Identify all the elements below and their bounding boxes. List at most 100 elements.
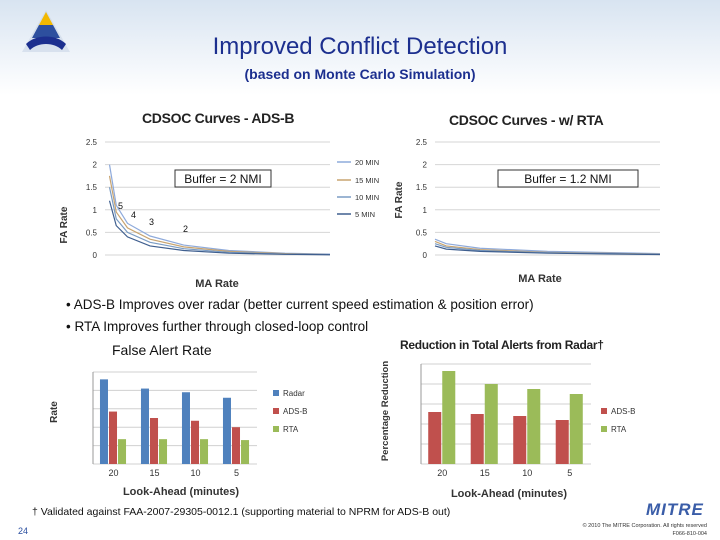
c4-legend-swatch xyxy=(601,426,607,432)
c3-category-label: 15 xyxy=(149,468,159,478)
c3-bar xyxy=(159,439,168,464)
c2-y-tick: 2.5 xyxy=(416,138,428,147)
chart1-legend-label: 20 MIN xyxy=(355,158,379,167)
chart1-series-lines xyxy=(108,164,331,256)
chart1-annotation-box xyxy=(174,169,272,188)
c2-y-tick: 2 xyxy=(423,161,428,170)
page-number: 24 xyxy=(18,526,29,536)
chart1-legend: 20 MIN 15 MIN 10 MIN 5 MIN xyxy=(337,158,379,219)
c2-y-tick: 1 xyxy=(423,206,428,215)
chart1-point-label: 2 xyxy=(183,224,188,234)
c4-bar xyxy=(527,389,541,464)
chart3-legend: Radar ADS-B RTA xyxy=(273,389,307,434)
faa-logo xyxy=(18,8,74,65)
c3-legend-label: Radar xyxy=(283,389,305,398)
c3-bar xyxy=(190,420,200,464)
c3-legend-label: ADS-B xyxy=(283,407,307,416)
c2-y-tick: 0 xyxy=(423,251,428,260)
chart3-false-alert-bars: 20 15 10 5 Radar ADS-B RTA Rate Look-Ahead (m… xyxy=(49,371,307,498)
c1-y-tick: 1 xyxy=(93,206,98,215)
c3-bar xyxy=(140,388,149,464)
c3-bar xyxy=(222,397,231,464)
c3-legend-swatch xyxy=(273,426,279,432)
chart1-point-label: 4 xyxy=(131,210,136,220)
c3-bar xyxy=(149,418,159,464)
chart2-title: CDSOC Curves - w/ RTA xyxy=(449,112,604,128)
c3-category-label: 5 xyxy=(234,468,239,478)
c4-bar xyxy=(484,384,498,464)
chart1-legend-label: 15 MIN xyxy=(355,176,379,185)
c3-bar xyxy=(200,439,209,464)
chart2-annotation: Buffer = 1.2 NMI xyxy=(524,172,612,186)
c1-series-line xyxy=(108,187,331,256)
c2-y-tick: 1.5 xyxy=(416,183,428,192)
chart1-point-label: 3 xyxy=(149,217,154,227)
bullet-2: • RTA Improves further through closed-lo… xyxy=(66,319,369,334)
copyright-block: © 2010 The MITRE Corporation. All rights… xyxy=(532,522,707,538)
chart2-cdsoc-rta: 0 0.5 1 1.5 2 2.5 FA Rate MA Rate Buffer = 1.… xyxy=(394,138,661,285)
c3-legend-swatch xyxy=(273,408,279,414)
c3-category-label: 20 xyxy=(108,468,118,478)
c2-series-line xyxy=(434,245,661,256)
c3-bar xyxy=(108,411,118,464)
c3-bar xyxy=(118,439,127,464)
footnote: † Validated against FAA-2007-29305-0012.… xyxy=(32,506,451,518)
c1-y-tick: 0 xyxy=(93,251,98,260)
c1-series-line xyxy=(108,200,331,256)
c1-y-tick: 0.5 xyxy=(86,228,98,237)
c3-legend-label: RTA xyxy=(283,425,299,434)
bullet-1: • ADS-B Improves over radar (better curr… xyxy=(66,297,534,312)
c4-category-label: 5 xyxy=(567,468,572,478)
chart1-legend-label: 5 MIN xyxy=(355,210,375,219)
chart4-category-labels: 20 15 10 5 xyxy=(437,468,572,478)
chart3-category-labels: 20 15 10 5 xyxy=(108,468,239,478)
chart1-cdsoc-adsb: 0 0.5 1 1.5 2 2.5 20 MIN 15 MIN 10 MIN 5 MIN 54 3… xyxy=(59,138,379,290)
c2-series-line xyxy=(434,238,661,255)
chart4-reduction-bars: 20 15 10 5 ADS-B RTA Percentage Reduction Lo… xyxy=(380,361,635,500)
chart1-point-label: 5 xyxy=(118,201,123,211)
document-code: F066-810-004 xyxy=(672,531,707,537)
chart1-point-labels: 54 3 2 xyxy=(118,201,188,234)
c4-bar xyxy=(428,412,442,464)
chart4-bars xyxy=(428,371,583,464)
c4-bar xyxy=(442,371,456,464)
chart2-x-label: MA Rate xyxy=(518,273,562,285)
c3-bar xyxy=(181,392,190,464)
c4-category-label: 20 xyxy=(437,468,447,478)
c3-bar xyxy=(241,440,250,464)
chart4-title: Reduction in Total Alerts from Radar† xyxy=(400,338,604,352)
c4-legend-swatch xyxy=(601,408,607,414)
chart3-y-label: Rate xyxy=(49,401,60,423)
header-band xyxy=(0,0,720,95)
slide-subtitle: (based on Monte Carlo Simulation) xyxy=(244,66,476,82)
c3-category-label: 10 xyxy=(190,468,200,478)
chart2-y-label: FA Rate xyxy=(394,181,405,218)
c4-legend-label: ADS-B xyxy=(611,407,635,416)
chart2-grid xyxy=(435,141,660,256)
chart1-title: CDSOC Curves - ADS-B xyxy=(142,110,295,126)
chart4-x-label: Look-Ahead (minutes) xyxy=(451,488,567,500)
chart1-y-label: FA Rate xyxy=(59,206,70,243)
chart1-annotation: Buffer = 2 NMI xyxy=(184,172,261,186)
c3-legend-swatch xyxy=(273,390,279,396)
mitre-logo: MITRE xyxy=(646,500,704,519)
chart1-x-label: MA Rate xyxy=(195,278,239,290)
slide-title: Improved Conflict Detection xyxy=(212,33,508,60)
chart2-y-ticks: 0 0.5 1 1.5 2 2.5 xyxy=(416,138,428,260)
chart2-annotation-box xyxy=(497,169,639,188)
c4-bar xyxy=(569,394,583,464)
chart4-y-label: Percentage Reduction xyxy=(380,361,391,461)
c4-category-label: 15 xyxy=(480,468,490,478)
c4-legend-label: RTA xyxy=(611,425,627,434)
c2-y-tick: 0.5 xyxy=(416,228,428,237)
copyright-text: © 2010 The MITRE Corporation. All rights… xyxy=(582,523,707,529)
chart4-legend: ADS-B RTA xyxy=(601,407,635,434)
c4-bar xyxy=(470,414,484,464)
chart3-x-label: Look-Ahead (minutes) xyxy=(123,486,239,498)
chart2-series-lines xyxy=(434,238,661,256)
c1-y-tick: 1.5 xyxy=(86,183,98,192)
c4-category-label: 10 xyxy=(522,468,532,478)
c4-bar xyxy=(555,420,569,464)
c3-bar xyxy=(99,379,108,464)
chart1-y-ticks: 0 0.5 1 1.5 2 2.5 xyxy=(86,138,98,260)
